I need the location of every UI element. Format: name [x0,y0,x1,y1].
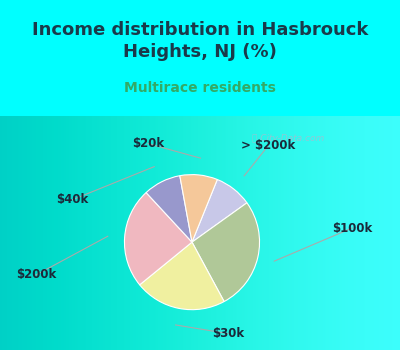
Wedge shape [192,203,260,302]
Text: $30k: $30k [212,327,244,340]
Wedge shape [192,180,247,242]
Text: > $200k: > $200k [241,140,295,153]
Text: Income distribution in Hasbrouck
Heights, NJ (%): Income distribution in Hasbrouck Heights… [32,21,368,61]
Text: $40k: $40k [56,194,88,206]
Text: $100k: $100k [332,222,372,235]
Text: $20k: $20k [132,137,164,150]
Text: Multirace residents: Multirace residents [124,81,276,95]
Wedge shape [140,242,224,310]
Text: $200k: $200k [16,268,56,281]
Wedge shape [146,176,192,242]
Wedge shape [124,193,192,285]
Wedge shape [180,175,217,242]
Text: ⓘ City-Data.com: ⓘ City-Data.com [252,134,324,143]
